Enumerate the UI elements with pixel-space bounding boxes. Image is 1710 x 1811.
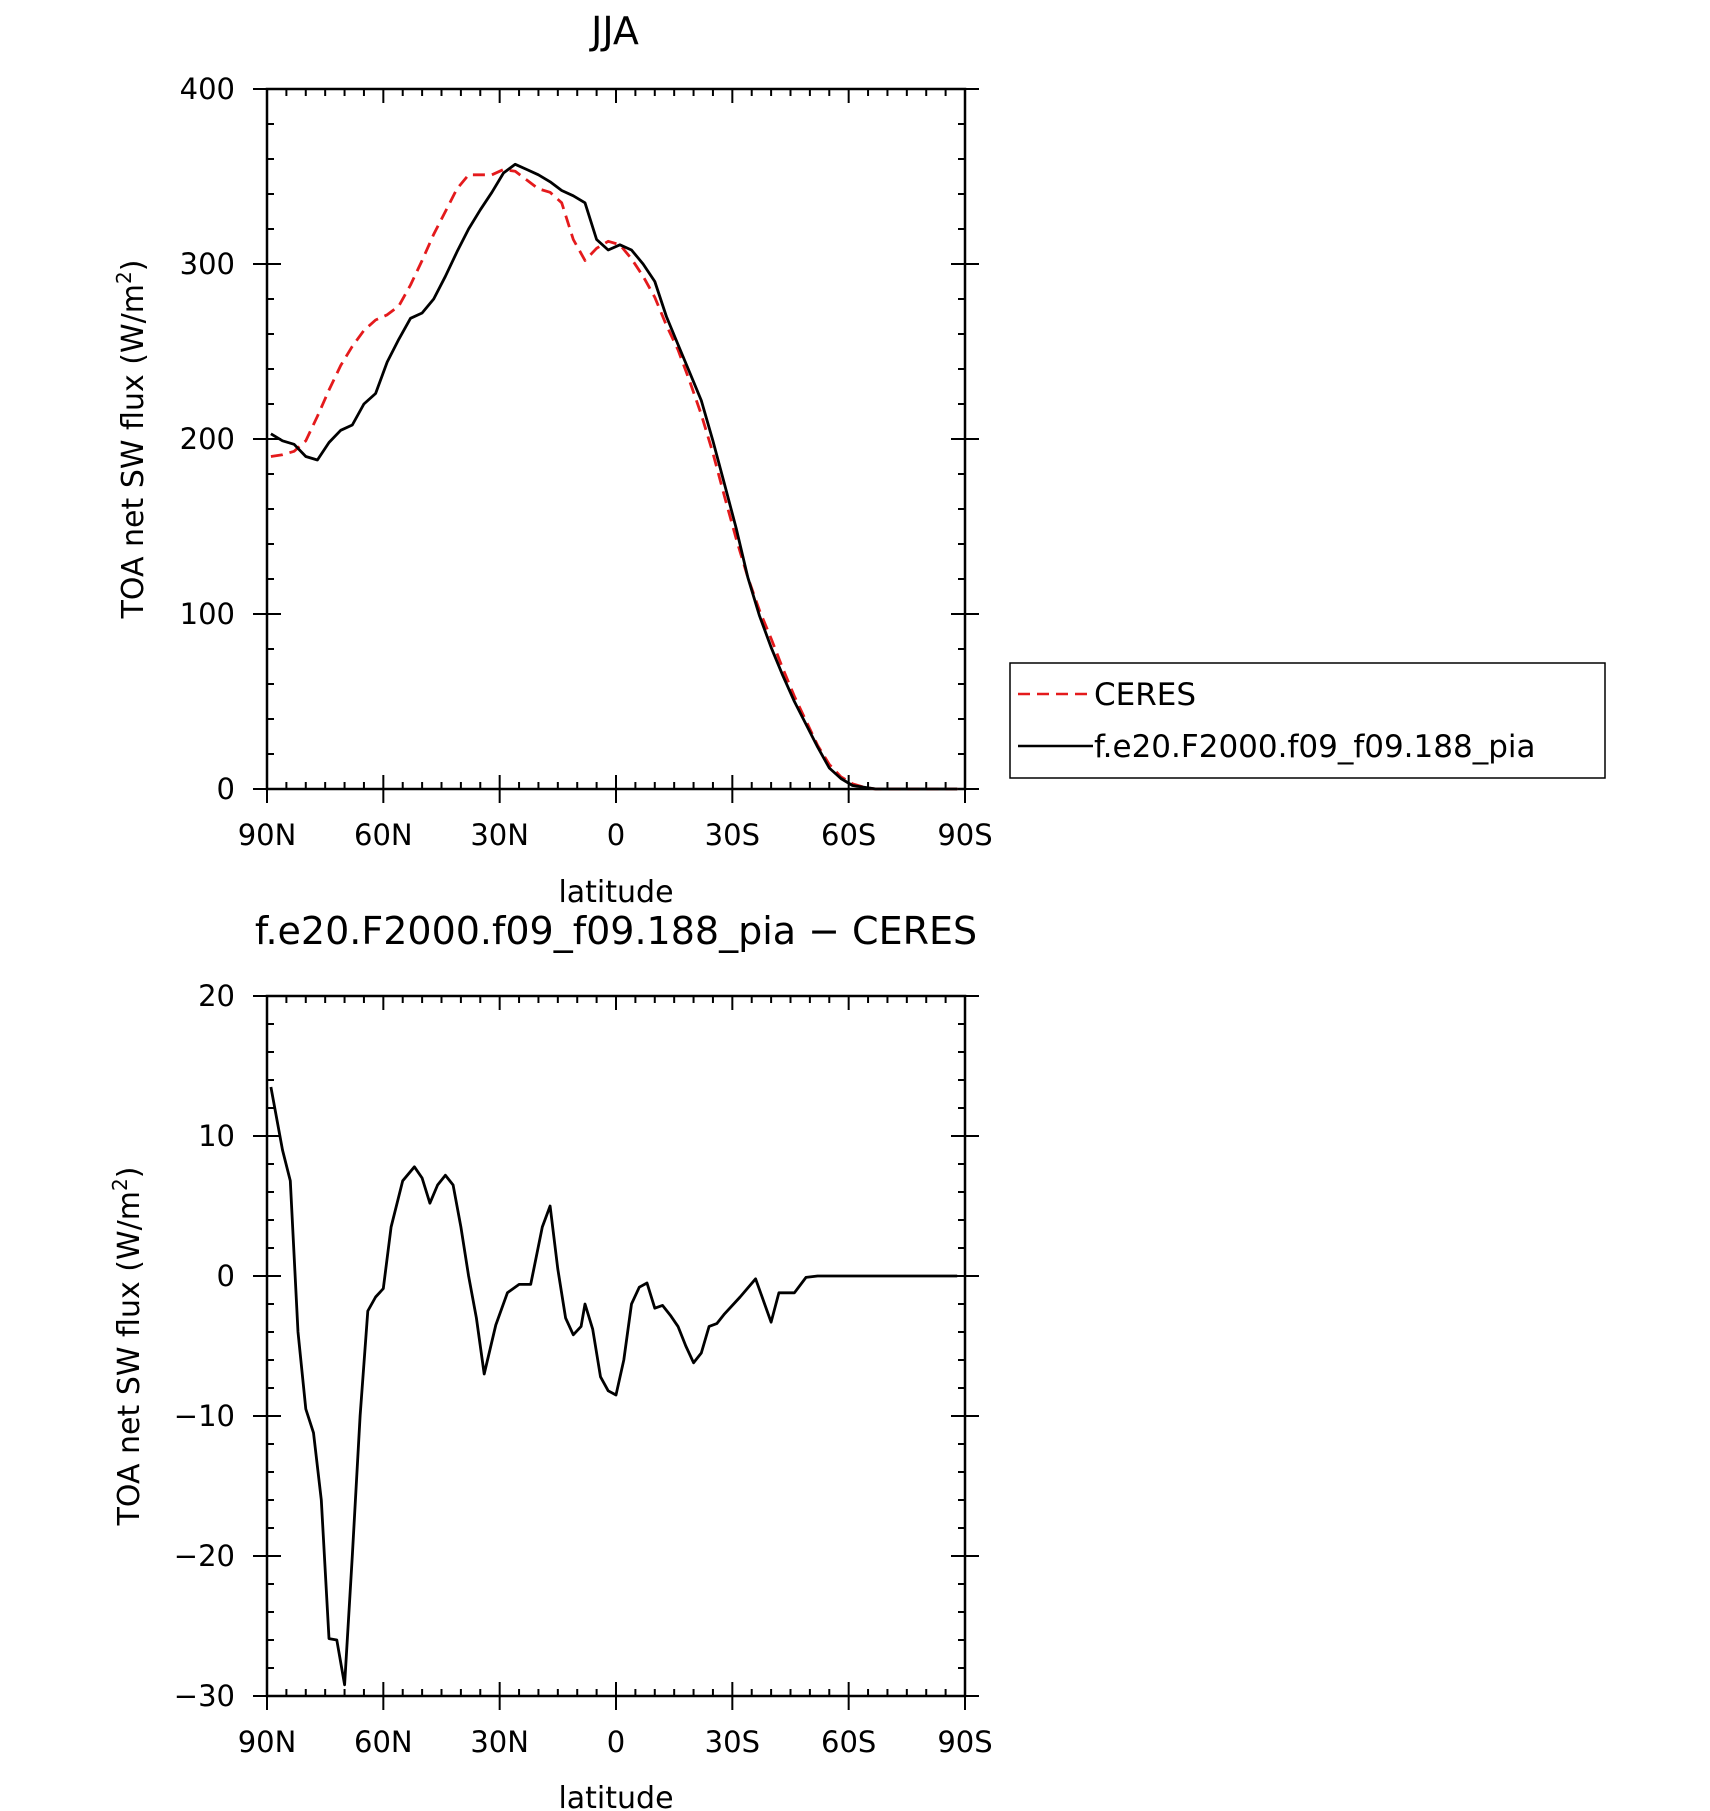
bottom-axis-ticks: 90N 60N 30N 0 30S 60S 90S −30 −20 −10 0 10 20	[174, 979, 993, 1759]
legend: CERES f.e20.F2000.f09_f09.188_pia	[1009, 662, 1606, 779]
y-tick-label: 400	[180, 72, 235, 106]
top-panel: JJA 90N 60N 30N 0 30S 60S 90S 0 100 200 300 400 lat…	[112, 9, 993, 910]
x-tick-label: 30S	[705, 818, 760, 852]
top-axis-ticks: 90N 60N 30N 0 30S 60S 90S 0 100 200 300 400	[180, 72, 993, 852]
y-tick-label: −20	[174, 1539, 235, 1573]
series-line-ceres	[270, 168, 958, 791]
y-tick-label: 0	[217, 772, 235, 806]
bottom-x-axis-label: latitude	[558, 1781, 673, 1811]
y-tick-label: −30	[174, 1679, 235, 1713]
top-series-group	[270, 162, 958, 791]
series-line-difference	[269, 1086, 958, 1687]
legend-label-model: f.e20.F2000.f09_f09.188_pia	[1094, 729, 1536, 765]
x-tick-label: 0	[607, 818, 625, 852]
x-tick-label: 90S	[937, 1725, 992, 1759]
x-tick-label: 0	[607, 1725, 625, 1759]
series-line-f-e20-f2000-f09-f09-188-pia	[270, 162, 958, 791]
y-tick-label: 10	[198, 1119, 235, 1153]
x-tick-label: 90N	[238, 818, 297, 852]
x-tick-label: 30N	[470, 1725, 529, 1759]
x-tick-label: 60S	[821, 1725, 876, 1759]
bottom-series-group	[269, 1086, 958, 1687]
x-tick-label: 30S	[705, 1725, 760, 1759]
bottom-y-axis-label: TOA net SW flux (W/m2)	[108, 1167, 147, 1527]
y-tick-label: 100	[180, 597, 235, 631]
x-tick-label: 30N	[470, 818, 529, 852]
top-chart-title: JJA	[589, 9, 639, 53]
legend-label-ceres: CERES	[1094, 677, 1196, 713]
legend-box	[1009, 662, 1606, 779]
top-x-axis-label: latitude	[558, 875, 673, 910]
bottom-panel: f.e20.F2000.f09_f09.188_pia − CERES 90N 6…	[108, 909, 993, 1811]
bottom-chart-title: f.e20.F2000.f09_f09.188_pia − CERES	[255, 909, 977, 953]
top-plot-frame	[265, 87, 967, 791]
x-tick-label: 60S	[821, 818, 876, 852]
x-tick-label: 90S	[937, 818, 992, 852]
x-tick-label: 90N	[238, 1725, 297, 1759]
top-y-axis-label: TOA net SW flux (W/m2)	[112, 260, 151, 620]
bottom-plot-frame	[265, 994, 967, 1698]
y-tick-label: 200	[180, 422, 235, 456]
x-tick-label: 60N	[354, 818, 413, 852]
y-tick-label: 300	[180, 247, 235, 281]
y-tick-label: 0	[217, 1259, 235, 1293]
y-tick-label: 20	[198, 979, 235, 1013]
y-tick-label: −10	[174, 1399, 235, 1433]
x-tick-label: 60N	[354, 1725, 413, 1759]
